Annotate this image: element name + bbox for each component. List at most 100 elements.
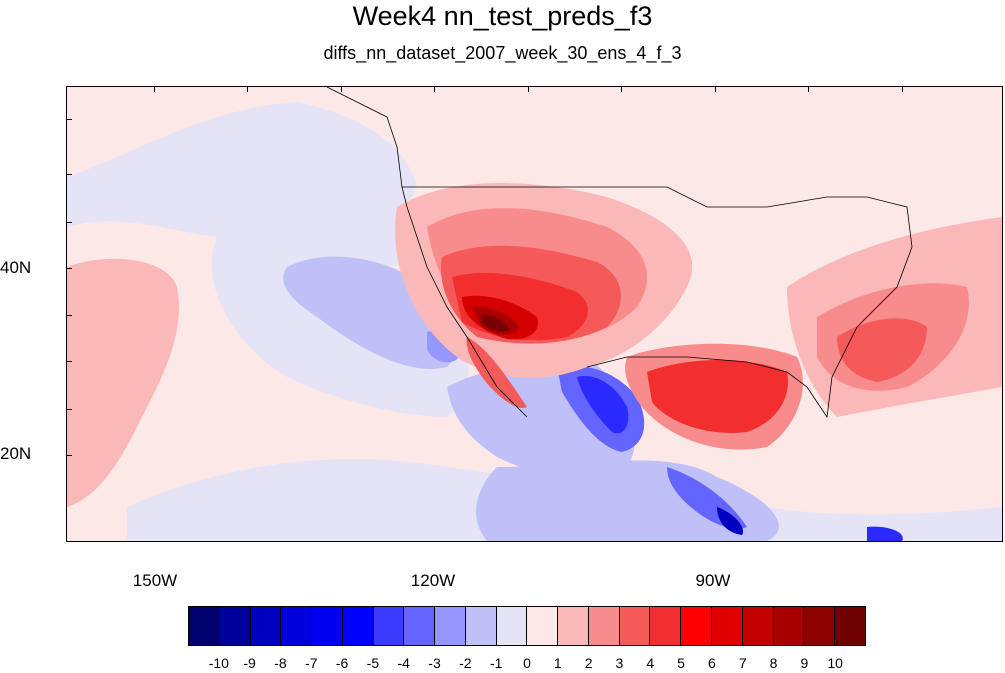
frame-tick: [66, 409, 67, 410]
frame-tick: [621, 86, 622, 87]
colorbar-box: [681, 607, 713, 645]
colorbar-tick-label: 8: [769, 655, 778, 671]
cool-core-central-america: [717, 507, 743, 535]
colorbar-box: [712, 607, 743, 645]
frame-tick: [154, 86, 155, 87]
cool-core-mexico: [577, 376, 629, 434]
colorbar-tick-label: -8: [274, 655, 287, 671]
us-border-north: [402, 186, 913, 248]
frame-tick: [67, 455, 72, 456]
frame-tick: [247, 87, 248, 92]
cool-region-tropics-light: [476, 460, 779, 541]
colorbar-tick-label: -3: [428, 655, 441, 671]
colorbar: [188, 606, 866, 646]
frame-tick: [528, 87, 529, 92]
cool-spot-east-pacific: [867, 526, 903, 541]
lon-label-120w: 120W: [410, 571, 456, 590]
frame-tick: [66, 268, 67, 269]
frame-tick: [66, 361, 67, 362]
warm-region-baja-coast: [466, 337, 527, 408]
frame-tick: [154, 87, 155, 92]
frame-tick: [67, 361, 72, 362]
colorbar-box: [588, 607, 620, 645]
colorbar-box: [373, 607, 405, 645]
frame-tick: [66, 174, 67, 175]
frame-tick: [67, 119, 72, 120]
colorbar-box: [312, 607, 343, 645]
frame-tick: [715, 86, 716, 87]
frame-tick: [715, 87, 716, 92]
frame-tick: [66, 222, 67, 223]
colorbar-tick-label: -4: [397, 655, 410, 671]
frame-tick: [66, 119, 67, 120]
frame-tick: [808, 86, 809, 87]
lon-label-150w: 150W: [132, 571, 178, 590]
colorbar-box: [465, 607, 497, 645]
colorbar-tick-label: 9: [800, 655, 809, 671]
frame-tick: [902, 86, 903, 87]
colorbar-tick-label: 6: [708, 655, 716, 671]
colorbar-box: [619, 607, 651, 645]
frame-tick: [434, 86, 435, 87]
colorbar-tick-label: -6: [335, 655, 349, 671]
map-subtitle: diffs_nn_dataset_2007_week_30_ens_4_f_3: [323, 43, 682, 63]
colorbar-tick-label: 4: [646, 655, 655, 671]
frame-tick: [621, 87, 622, 92]
colorbar-box: [558, 607, 589, 645]
colorbar-box: [742, 607, 774, 645]
colorbar-tick-label: -10: [208, 655, 229, 671]
colorbar-box: [219, 607, 251, 645]
frame-tick: [247, 86, 248, 87]
colorbar-box: [496, 607, 528, 645]
colorbar-tick-label: 1: [553, 655, 562, 671]
colorbar-box: [342, 607, 374, 645]
colorbar-tick-label: -7: [305, 655, 318, 671]
map-panel: [66, 86, 1003, 542]
warm-peak-arizona: [482, 315, 509, 332]
warm-region-north-pacific: [67, 258, 179, 507]
colorbar-tick-label: 3: [615, 655, 624, 671]
frame-tick: [67, 268, 72, 269]
frame-tick: [434, 87, 435, 92]
cool-region-pacific-north: [67, 102, 417, 267]
lat-label-20n: 20N: [0, 444, 32, 463]
us-coastline: [326, 87, 528, 418]
colorbar-box: [404, 607, 436, 645]
colorbar-tick-label: -9: [243, 655, 256, 671]
frame-tick: [341, 86, 342, 87]
frame-tick: [902, 87, 903, 92]
colorbar-box: [650, 607, 682, 645]
frame-tick: [808, 87, 809, 92]
frame-tick: [67, 409, 72, 410]
frame-tick: [66, 455, 67, 456]
colorbar-box: [527, 607, 559, 645]
colorbar-box: [804, 607, 836, 645]
frame-tick: [66, 315, 67, 316]
anomaly-field: [67, 87, 1002, 541]
us-gulf-coast: [586, 246, 913, 419]
colorbar-labels: -10 -9 -8 -7 -6 -5 -4 -3 -2 -1 0 1 2 3 4 5 6 7 8 9 10: [188, 655, 866, 673]
lon-label-90w: 90W: [695, 571, 731, 590]
colorbar-box: [281, 607, 313, 645]
colorbar-box: [189, 607, 220, 645]
frame-tick: [528, 86, 529, 87]
colorbar-tick-label: -1: [489, 655, 503, 671]
colorbar-box: [250, 607, 282, 645]
warm-core-gulf: [647, 359, 788, 433]
frame-tick: [67, 222, 72, 223]
frame-tick: [67, 315, 72, 316]
colorbar-box: [773, 607, 805, 645]
map-title: Week4 nn_test_preds_f3: [352, 1, 653, 31]
lat-label-40n: 40N: [0, 258, 32, 277]
colorbar-tick-label: 0: [523, 655, 531, 671]
frame-tick: [67, 174, 72, 175]
colorbar-box: [835, 607, 865, 645]
colorbar-tick-label: 10: [827, 655, 843, 671]
colorbar-tick-label: -5: [366, 655, 380, 671]
warm-core-atlantic: [837, 318, 927, 382]
colorbar-tick-label: 7: [738, 655, 747, 671]
colorbar-tick-label: -2: [459, 655, 472, 671]
colorbar-tick-label: 5: [677, 655, 685, 671]
colorbar-box: [435, 607, 466, 645]
colorbar-tick-label: 2: [584, 655, 593, 671]
